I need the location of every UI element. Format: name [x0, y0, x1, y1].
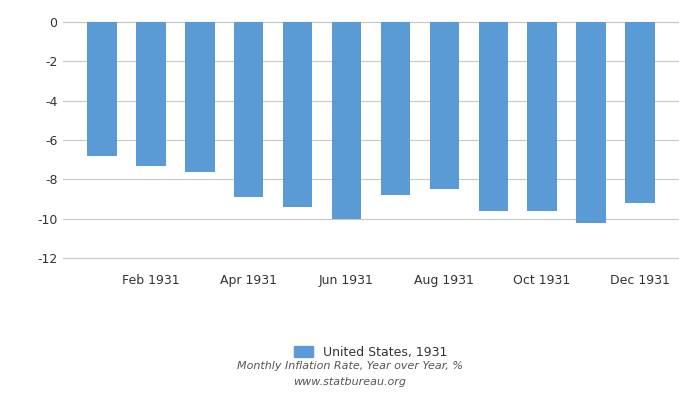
Bar [430, 22, 459, 189]
Bar [381, 22, 410, 195]
Bar [479, 22, 508, 211]
Bar [234, 22, 263, 197]
Bar [576, 22, 606, 223]
Text: www.statbureau.org: www.statbureau.org [293, 377, 407, 387]
Bar [625, 22, 654, 203]
Bar [332, 22, 361, 219]
Bar [283, 22, 312, 207]
Text: Monthly Inflation Rate, Year over Year, %: Monthly Inflation Rate, Year over Year, … [237, 361, 463, 371]
Bar [186, 22, 215, 172]
Bar [88, 22, 117, 156]
Bar [527, 22, 556, 211]
Legend: United States, 1931: United States, 1931 [295, 346, 447, 359]
Bar [136, 22, 166, 166]
